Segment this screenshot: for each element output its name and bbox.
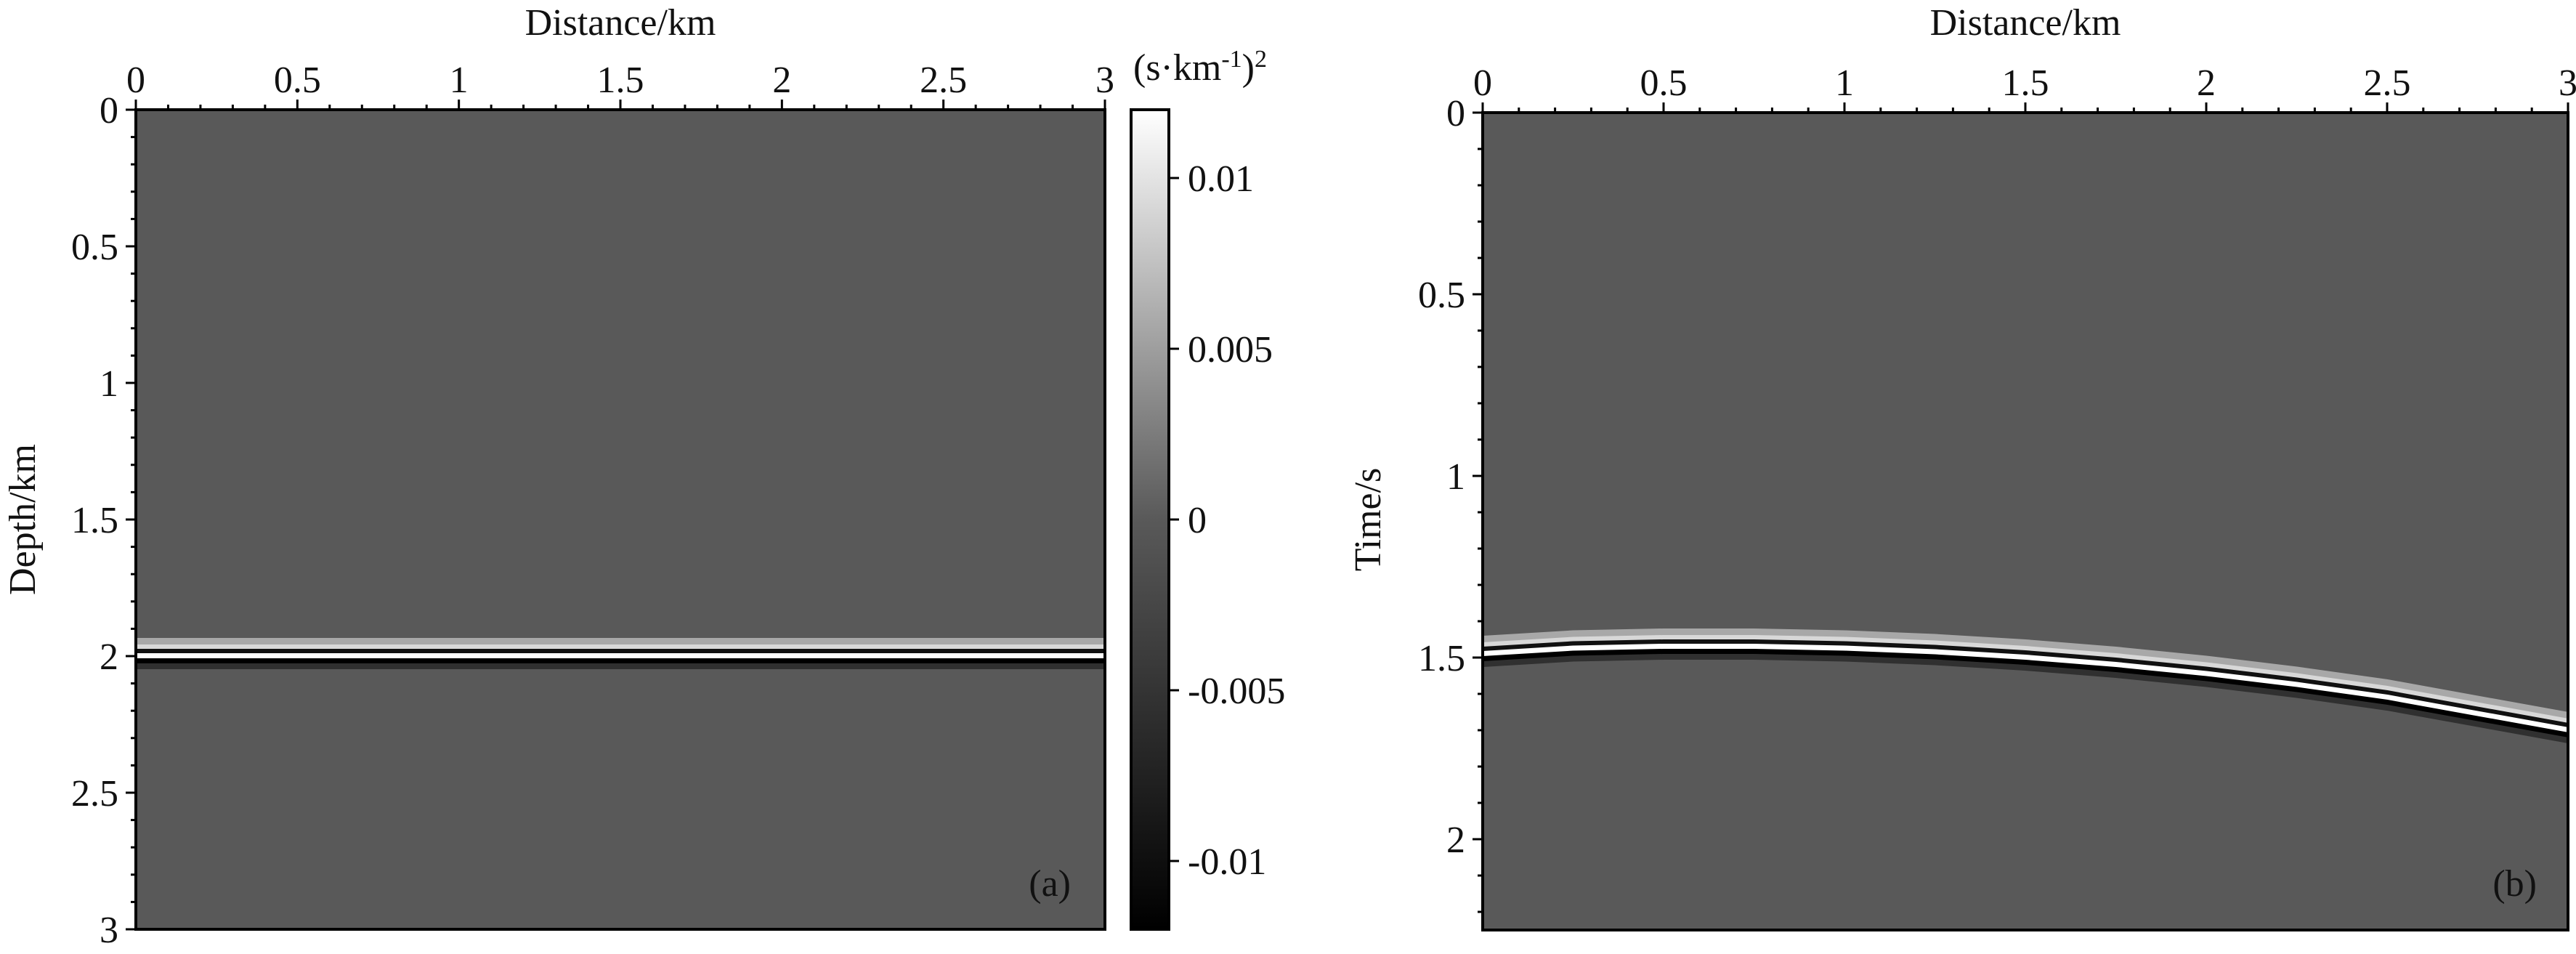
panel-a-x-tick-label: 1.5 xyxy=(597,60,644,101)
panel-a-y-tick-label: 1.5 xyxy=(71,500,118,541)
panel-a-x-axis-title: Distance/km xyxy=(525,2,716,44)
panel-b-x-tick-label: 2.5 xyxy=(2364,62,2411,104)
panel-b-reflection-event xyxy=(1483,639,2568,729)
panel-a-y-tick-label: 0.5 xyxy=(71,227,118,268)
panel-a-x-tick-label: 1 xyxy=(450,60,469,101)
panel-b-x-tick-label: 1.5 xyxy=(2002,62,2049,104)
colorbar-tick-label: 0.01 xyxy=(1188,158,1254,200)
panel-b-reflection-event xyxy=(1483,635,2568,724)
panel-b-x-axis-title: Distance/km xyxy=(1930,2,2121,44)
panel-a-y-tick-label: 3 xyxy=(100,910,118,951)
panel-b-y-tick-label: 1 xyxy=(1446,456,1465,498)
panel-a-y-tick-label: 0 xyxy=(100,90,118,132)
panel-b-image xyxy=(1483,113,2568,930)
colorbar-ticks: 0.01 0.005 0 -0.005 -0.01 xyxy=(1169,158,1285,883)
panel-b-y-ticks: 0 0.5 1 1.5 2 xyxy=(1418,93,1483,913)
panel-b-x-tick-label: 1 xyxy=(1835,62,1854,104)
panel-b-reflection-event xyxy=(1483,649,2568,738)
panel-b-reflection-event xyxy=(1483,644,2568,733)
panel-b-y-tick-label: 0 xyxy=(1446,93,1465,134)
panel-b-x-tick-label: 0 xyxy=(1473,62,1492,104)
colorbar-unit: (s·km-1)2 xyxy=(1133,46,1267,89)
colorbar-tick-label: -0.01 xyxy=(1188,841,1266,883)
colorbar: 0.01 0.005 0 -0.005 -0.01 (s·km-1)2 xyxy=(1130,46,1285,931)
panel-b-events xyxy=(1483,628,2568,743)
panel-b-x-tick-label: 0.5 xyxy=(1640,62,1688,104)
panel-a-y-tick-label: 2 xyxy=(100,636,118,678)
panel-b-x-tick-label: 3 xyxy=(2559,62,2576,104)
panel-a-x-tick-label: 3 xyxy=(1095,60,1114,101)
panel-a-x-tick-label: 2 xyxy=(772,60,791,101)
panel-b-reflection-event xyxy=(1483,628,2568,719)
panel-b: 0 0.5 1 1.5 2 2.5 3 0 0.5 1 1.5 2 Distance/km Time… xyxy=(1348,2,2576,931)
panel-a-y-tick-label: 2.5 xyxy=(71,773,118,814)
colorbar-tick-label: 0 xyxy=(1188,500,1207,541)
panel-b-y-tick-label: 0.5 xyxy=(1418,275,1465,316)
panel-b-y-axis-title: Time/s xyxy=(1348,468,1389,572)
panel-a-y-axis-title: Depth/km xyxy=(2,444,44,595)
panel-a: 0 0.5 1 1.5 2 2.5 3 00.511.522.53 Distance/km … xyxy=(2,2,1114,951)
panel-a-x-tick-label: 0 xyxy=(126,60,145,101)
colorbar-gradient xyxy=(1131,110,1169,929)
panel-b-tag: (b) xyxy=(2492,863,2537,905)
panel-a-y-tick-label: 1 xyxy=(100,363,118,405)
panel-a-tag: (a) xyxy=(1029,863,1071,905)
panel-b-x-ticks: 0 0.5 1 1.5 2 2.5 3 xyxy=(1473,62,2576,113)
panel-a-events xyxy=(136,638,1105,669)
panel-a-x-ticks: 0 0.5 1 1.5 2 2.5 3 xyxy=(126,60,1114,110)
panel-a-x-tick-label: 2.5 xyxy=(920,60,967,101)
panel-b-x-tick-label: 2 xyxy=(2197,62,2216,104)
panel-b-y-tick-label: 2 xyxy=(1446,820,1465,861)
colorbar-tick-label: 0.005 xyxy=(1188,329,1273,371)
panel-a-y-ticks: 0 0.5 1 1.5 2 2.5 3 xyxy=(71,90,136,951)
panel-b-reflection-event xyxy=(1483,654,2568,743)
panel-b-y-tick-label: 1.5 xyxy=(1418,638,1465,679)
panel-a-x-tick-label: 0.5 xyxy=(274,60,321,101)
panel-a-image xyxy=(136,110,1105,929)
colorbar-tick-label: -0.005 xyxy=(1188,671,1285,712)
